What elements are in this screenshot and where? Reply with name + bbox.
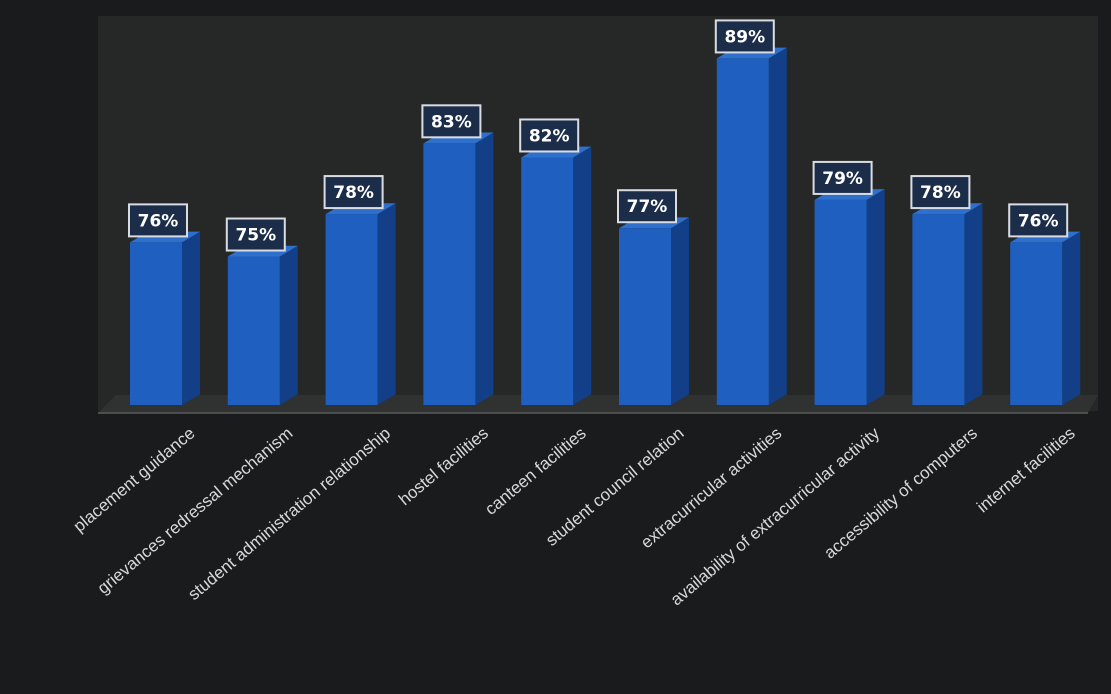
x-tick-label: internet facilities (973, 424, 1079, 517)
data-label-text: 77% (627, 197, 668, 217)
data-label-text: 78% (920, 183, 961, 203)
bar-side (475, 132, 494, 405)
bar (227, 245, 298, 405)
data-label-text: 79% (822, 169, 863, 189)
bar-front (716, 58, 769, 406)
data-label: 78% (323, 175, 384, 210)
data-label-text: 82% (529, 126, 570, 146)
data-labels-layer: 76% 75% 78% 83% 82% 77% 89% 79% 78% 76% (128, 19, 1069, 252)
data-label-box (128, 203, 188, 238)
x-tick-label: student administration relationship (184, 424, 394, 604)
bar-front (325, 214, 378, 405)
bar (619, 217, 689, 405)
data-label: 82% (519, 118, 580, 153)
data-label-box (1008, 203, 1069, 238)
x-tick-label: canteen facilities (481, 424, 589, 519)
data-label-text: 75% (235, 226, 276, 246)
bar-front (912, 214, 965, 405)
x-tick-label: grievances redressal mechanism (94, 424, 297, 598)
data-label: 76% (1008, 203, 1069, 238)
data-label-text: 76% (1018, 211, 1059, 231)
bar-side (768, 47, 787, 405)
data-label-text: 89% (724, 27, 765, 47)
bar-side (866, 189, 885, 405)
data-label: 78% (910, 175, 971, 210)
data-label: 75% (225, 217, 286, 252)
bar (130, 231, 200, 405)
x-tick-label: accessibility of computers (820, 424, 981, 563)
bar (912, 203, 983, 405)
data-label-box (812, 160, 873, 195)
x-tick-label: availability of extracurricular activity (667, 423, 884, 609)
data-label-box (225, 217, 286, 252)
data-label-box (421, 104, 482, 139)
bar-front (814, 199, 867, 405)
x-tick-label: hostel facilities (395, 424, 492, 510)
bar-front (130, 242, 182, 405)
bar-front (1010, 242, 1063, 405)
data-label-box (617, 189, 677, 224)
bar (814, 189, 885, 405)
data-label-box (910, 175, 971, 210)
bar-side (964, 203, 983, 405)
bar-front (227, 256, 280, 405)
bar-side (279, 245, 298, 405)
data-label: 76% (128, 203, 188, 238)
data-label: 83% (421, 104, 482, 139)
bar-side (1062, 231, 1081, 405)
data-label: 79% (812, 160, 873, 195)
bar-front (521, 157, 574, 405)
data-label-text: 83% (431, 112, 472, 132)
bar (716, 47, 787, 406)
bar-side (671, 217, 689, 405)
data-label-box (519, 118, 580, 153)
bar-side (377, 203, 396, 405)
data-label-box (323, 175, 384, 210)
data-label-box (714, 19, 775, 54)
bar (325, 203, 396, 405)
bar (521, 146, 592, 406)
bar-side (182, 231, 200, 405)
bar-side (573, 146, 592, 406)
data-label: 77% (617, 189, 677, 224)
data-label-text: 78% (333, 183, 374, 203)
bar-front (619, 228, 671, 405)
bar (423, 132, 494, 405)
data-label-text: 76% (138, 211, 179, 231)
data-label: 89% (714, 19, 775, 54)
bar (1010, 231, 1081, 405)
bar-front (423, 143, 476, 405)
